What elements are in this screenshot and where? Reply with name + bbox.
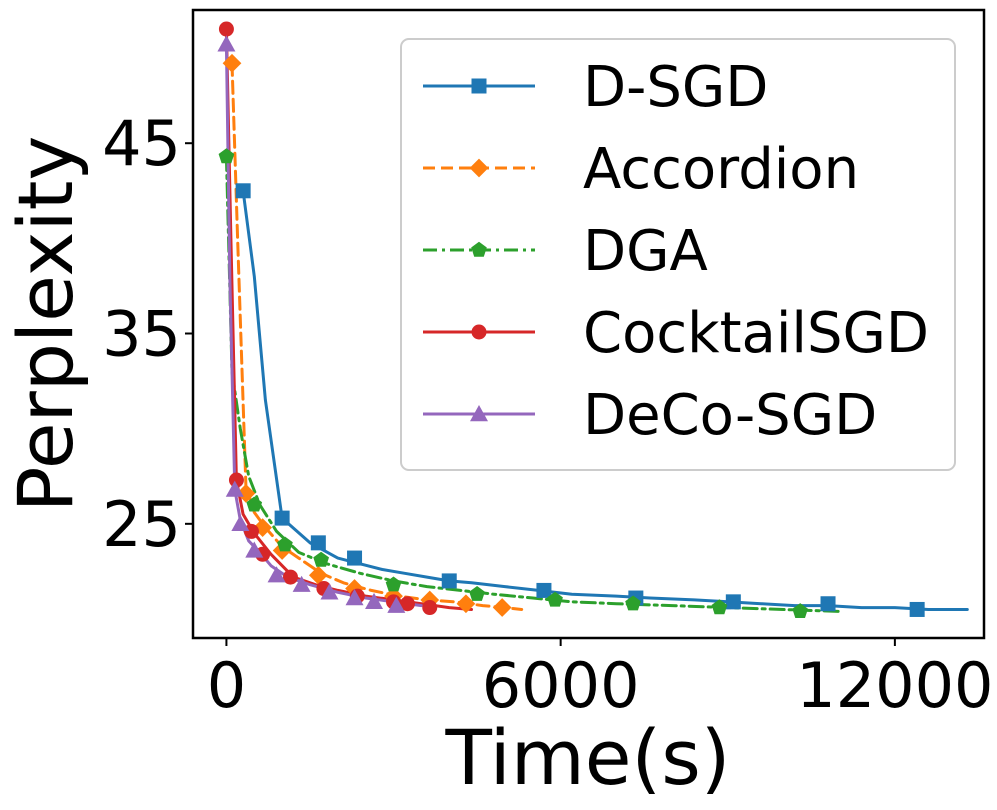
legend-label-accordion: Accordion xyxy=(583,137,859,202)
data-point-d-sgd xyxy=(536,582,552,598)
data-point-dga xyxy=(711,599,728,615)
data-point-d-sgd xyxy=(274,510,290,526)
legend-label-d-sgd: D-SGD xyxy=(583,55,768,120)
data-point-deco-sgd xyxy=(225,480,244,497)
x-tick-label: 6000 xyxy=(482,649,640,722)
data-point-accordion xyxy=(492,598,512,617)
data-point-dga xyxy=(313,551,329,567)
x-tick-label: 0 xyxy=(207,649,246,722)
data-point-deco-sgd xyxy=(387,596,406,613)
data-point-cocktailsgd xyxy=(218,21,234,37)
legend-label-dga: DGA xyxy=(583,219,708,284)
data-point-cocktailsgd xyxy=(399,596,415,612)
data-point-dga xyxy=(246,496,263,512)
data-point-accordion xyxy=(236,483,256,503)
data-point-cocktailsgd xyxy=(228,472,244,488)
data-point-dga xyxy=(469,586,485,601)
data-point-accordion xyxy=(456,594,476,614)
x-tick-label: 12000 xyxy=(796,649,993,722)
y-axis-title: Perplexity xyxy=(1,136,90,513)
data-point-dga xyxy=(218,148,235,164)
data-point-deco-sgd xyxy=(292,575,311,592)
legend-frame xyxy=(400,38,956,471)
data-point-d-sgd xyxy=(725,594,741,610)
y-ticks: 25 35 45 xyxy=(102,107,193,561)
data-point-accordion xyxy=(308,565,328,585)
data-point-dga xyxy=(792,603,808,618)
y-tick-label: 35 xyxy=(102,298,181,371)
legend-marker-cocktailsgd xyxy=(471,324,487,340)
x-axis-title: Time(s) xyxy=(445,713,731,802)
data-point-d-sgd xyxy=(347,550,363,566)
legend-marker-d-sgd xyxy=(471,78,487,94)
data-point-d-sgd xyxy=(820,596,836,612)
data-point-d-sgd xyxy=(909,601,925,617)
data-point-dga xyxy=(385,576,402,592)
data-point-deco-sgd xyxy=(320,583,339,600)
data-point-deco-sgd xyxy=(217,35,236,52)
legend: D-SGD Accordion DGA CocktailSGD DeCo-SGD xyxy=(400,38,956,471)
data-point-deco-sgd xyxy=(365,592,384,610)
legend-marker-accordion xyxy=(469,158,489,178)
data-point-dga xyxy=(547,591,563,607)
data-point-deco-sgd xyxy=(345,589,364,606)
y-tick-label: 25 xyxy=(102,488,181,561)
x-ticks: 0 6000 12000 xyxy=(207,638,993,722)
legend-label-deco-sgd: DeCo-SGD xyxy=(583,383,877,448)
data-point-cocktailsgd xyxy=(422,600,438,616)
legend-marker-dga xyxy=(471,241,487,257)
data-point-cocktailsgd xyxy=(243,523,259,539)
data-point-dga xyxy=(625,595,641,611)
series-line-deco-sgd xyxy=(224,42,423,608)
data-point-accordion xyxy=(222,53,242,73)
plot-area-frame xyxy=(191,8,986,640)
legend-label-cocktailsgd: CocktailSGD xyxy=(583,301,929,366)
data-point-d-sgd xyxy=(235,183,251,199)
data-point-deco-sgd xyxy=(267,566,286,583)
data-point-deco-sgd xyxy=(231,514,250,532)
data-point-cocktailsgd xyxy=(282,569,298,585)
y-tick-label: 45 xyxy=(102,107,181,180)
legend-marker-deco-sgd xyxy=(470,405,488,422)
data-point-dga xyxy=(277,536,293,552)
marker-layer xyxy=(217,21,925,618)
data-point-deco-sgd xyxy=(245,541,264,558)
data-point-d-sgd xyxy=(310,535,326,551)
data-point-d-sgd xyxy=(441,573,457,589)
series-line-dga xyxy=(224,155,841,613)
